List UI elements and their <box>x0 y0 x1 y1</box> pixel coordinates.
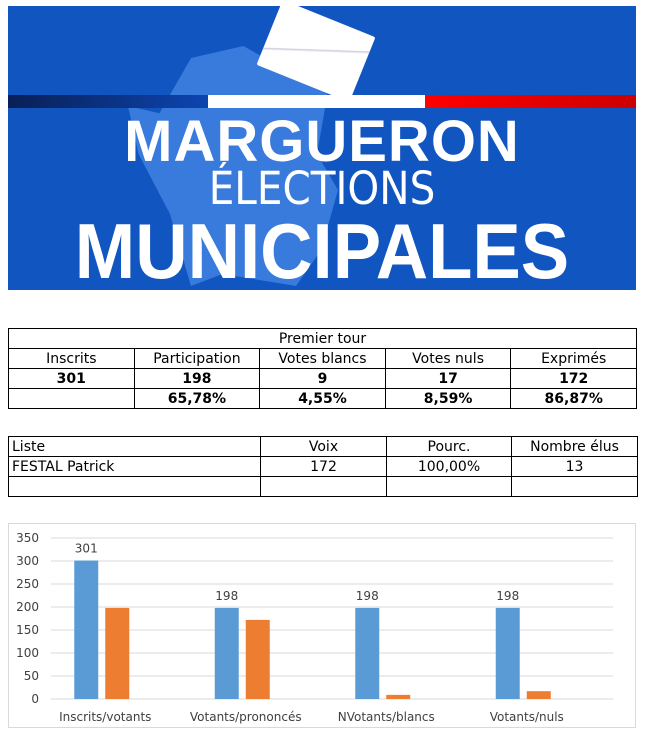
header-cell: Voix <box>260 436 387 457</box>
y-tick-label: 300 <box>16 554 39 568</box>
seats-cell: 13 <box>511 456 638 477</box>
y-tick-label: 350 <box>16 531 39 545</box>
flag-stripe-red <box>425 95 636 108</box>
percent-cell: 65,78% <box>133 388 261 409</box>
x-category-label: Votants/nuls <box>490 710 564 724</box>
y-tick-label: 50 <box>24 669 39 683</box>
value-cell: 9 <box>259 368 386 389</box>
flag-stripe-white <box>208 95 425 108</box>
banner-town: MARGUERON <box>124 109 520 174</box>
header-cell: Participation <box>133 348 261 369</box>
y-tick-label: 0 <box>31 692 39 706</box>
round-title: Premier tour <box>8 328 637 349</box>
bar-chart: 0 50 100 150 200 250 300 350 301 Inscrits/votants… <box>16 531 613 724</box>
data-label: 198 <box>215 589 238 603</box>
bar-1 <box>74 560 99 699</box>
votes-cell: 172 <box>260 456 387 477</box>
bar-1 <box>214 607 239 699</box>
percent-cell: 4,55% <box>259 388 386 409</box>
table-row <box>8 476 638 497</box>
header-cell: Exprimés <box>510 348 637 369</box>
data-label: 198 <box>356 589 379 603</box>
value-cell: 17 <box>384 368 512 389</box>
banner-municipales: MUNICIPALES <box>74 207 570 290</box>
votes-cell <box>260 476 387 497</box>
bar-2 <box>386 694 411 699</box>
header-cell: Inscrits <box>8 348 135 369</box>
table-row: FESTAL Patrick 172 100,00% 13 <box>8 456 638 477</box>
header-cell: Pourc. <box>386 436 512 457</box>
y-tick-label: 200 <box>16 600 39 614</box>
data-label: 198 <box>496 589 519 603</box>
x-category-label: NVotants/blancs <box>338 710 435 724</box>
results-chart: 0 50 100 150 200 250 300 350 301 Inscrits/votants… <box>8 523 636 728</box>
seats-cell <box>511 476 638 497</box>
value-cell: 301 <box>8 368 135 389</box>
y-tick-label: 100 <box>16 646 39 660</box>
percent-cell: 100,00% <box>386 456 512 477</box>
list-name: FESTAL Patrick <box>8 456 261 477</box>
x-category-label: Votants/prononcés <box>190 710 302 724</box>
results-table: Premier tour Inscrits Participation Vote… <box>8 328 637 409</box>
percent-cell: 8,59% <box>384 388 512 409</box>
value-cell: 172 <box>510 368 637 389</box>
bar-1 <box>495 607 520 699</box>
percent-cell: 86,87% <box>510 388 637 409</box>
bar-2 <box>245 619 270 699</box>
bar-2 <box>105 607 130 699</box>
header-cell: Votes nuls <box>384 348 512 369</box>
x-category-label: Inscrits/votants <box>59 710 151 724</box>
data-label: 301 <box>75 542 98 556</box>
election-banner: MARGUERON ÉLECTIONS MUNICIPALES <box>8 6 636 290</box>
y-tick-label: 150 <box>16 623 39 637</box>
percent-cell <box>386 476 512 497</box>
banner-elections: ÉLECTIONS <box>208 162 436 215</box>
value-cell: 198 <box>133 368 261 389</box>
flag-stripe-blue <box>8 95 208 108</box>
header-cell: Nombre élus <box>511 436 638 457</box>
header-cell: Votes blancs <box>259 348 386 369</box>
bar-2 <box>526 691 551 699</box>
header-cell: Liste <box>8 436 261 457</box>
list-name <box>8 476 261 497</box>
bar-1 <box>355 607 380 699</box>
percent-cell <box>8 388 135 409</box>
lists-table: Liste Voix Pourc. Nombre élus FESTAL Pat… <box>8 436 638 497</box>
y-tick-label: 250 <box>16 577 39 591</box>
